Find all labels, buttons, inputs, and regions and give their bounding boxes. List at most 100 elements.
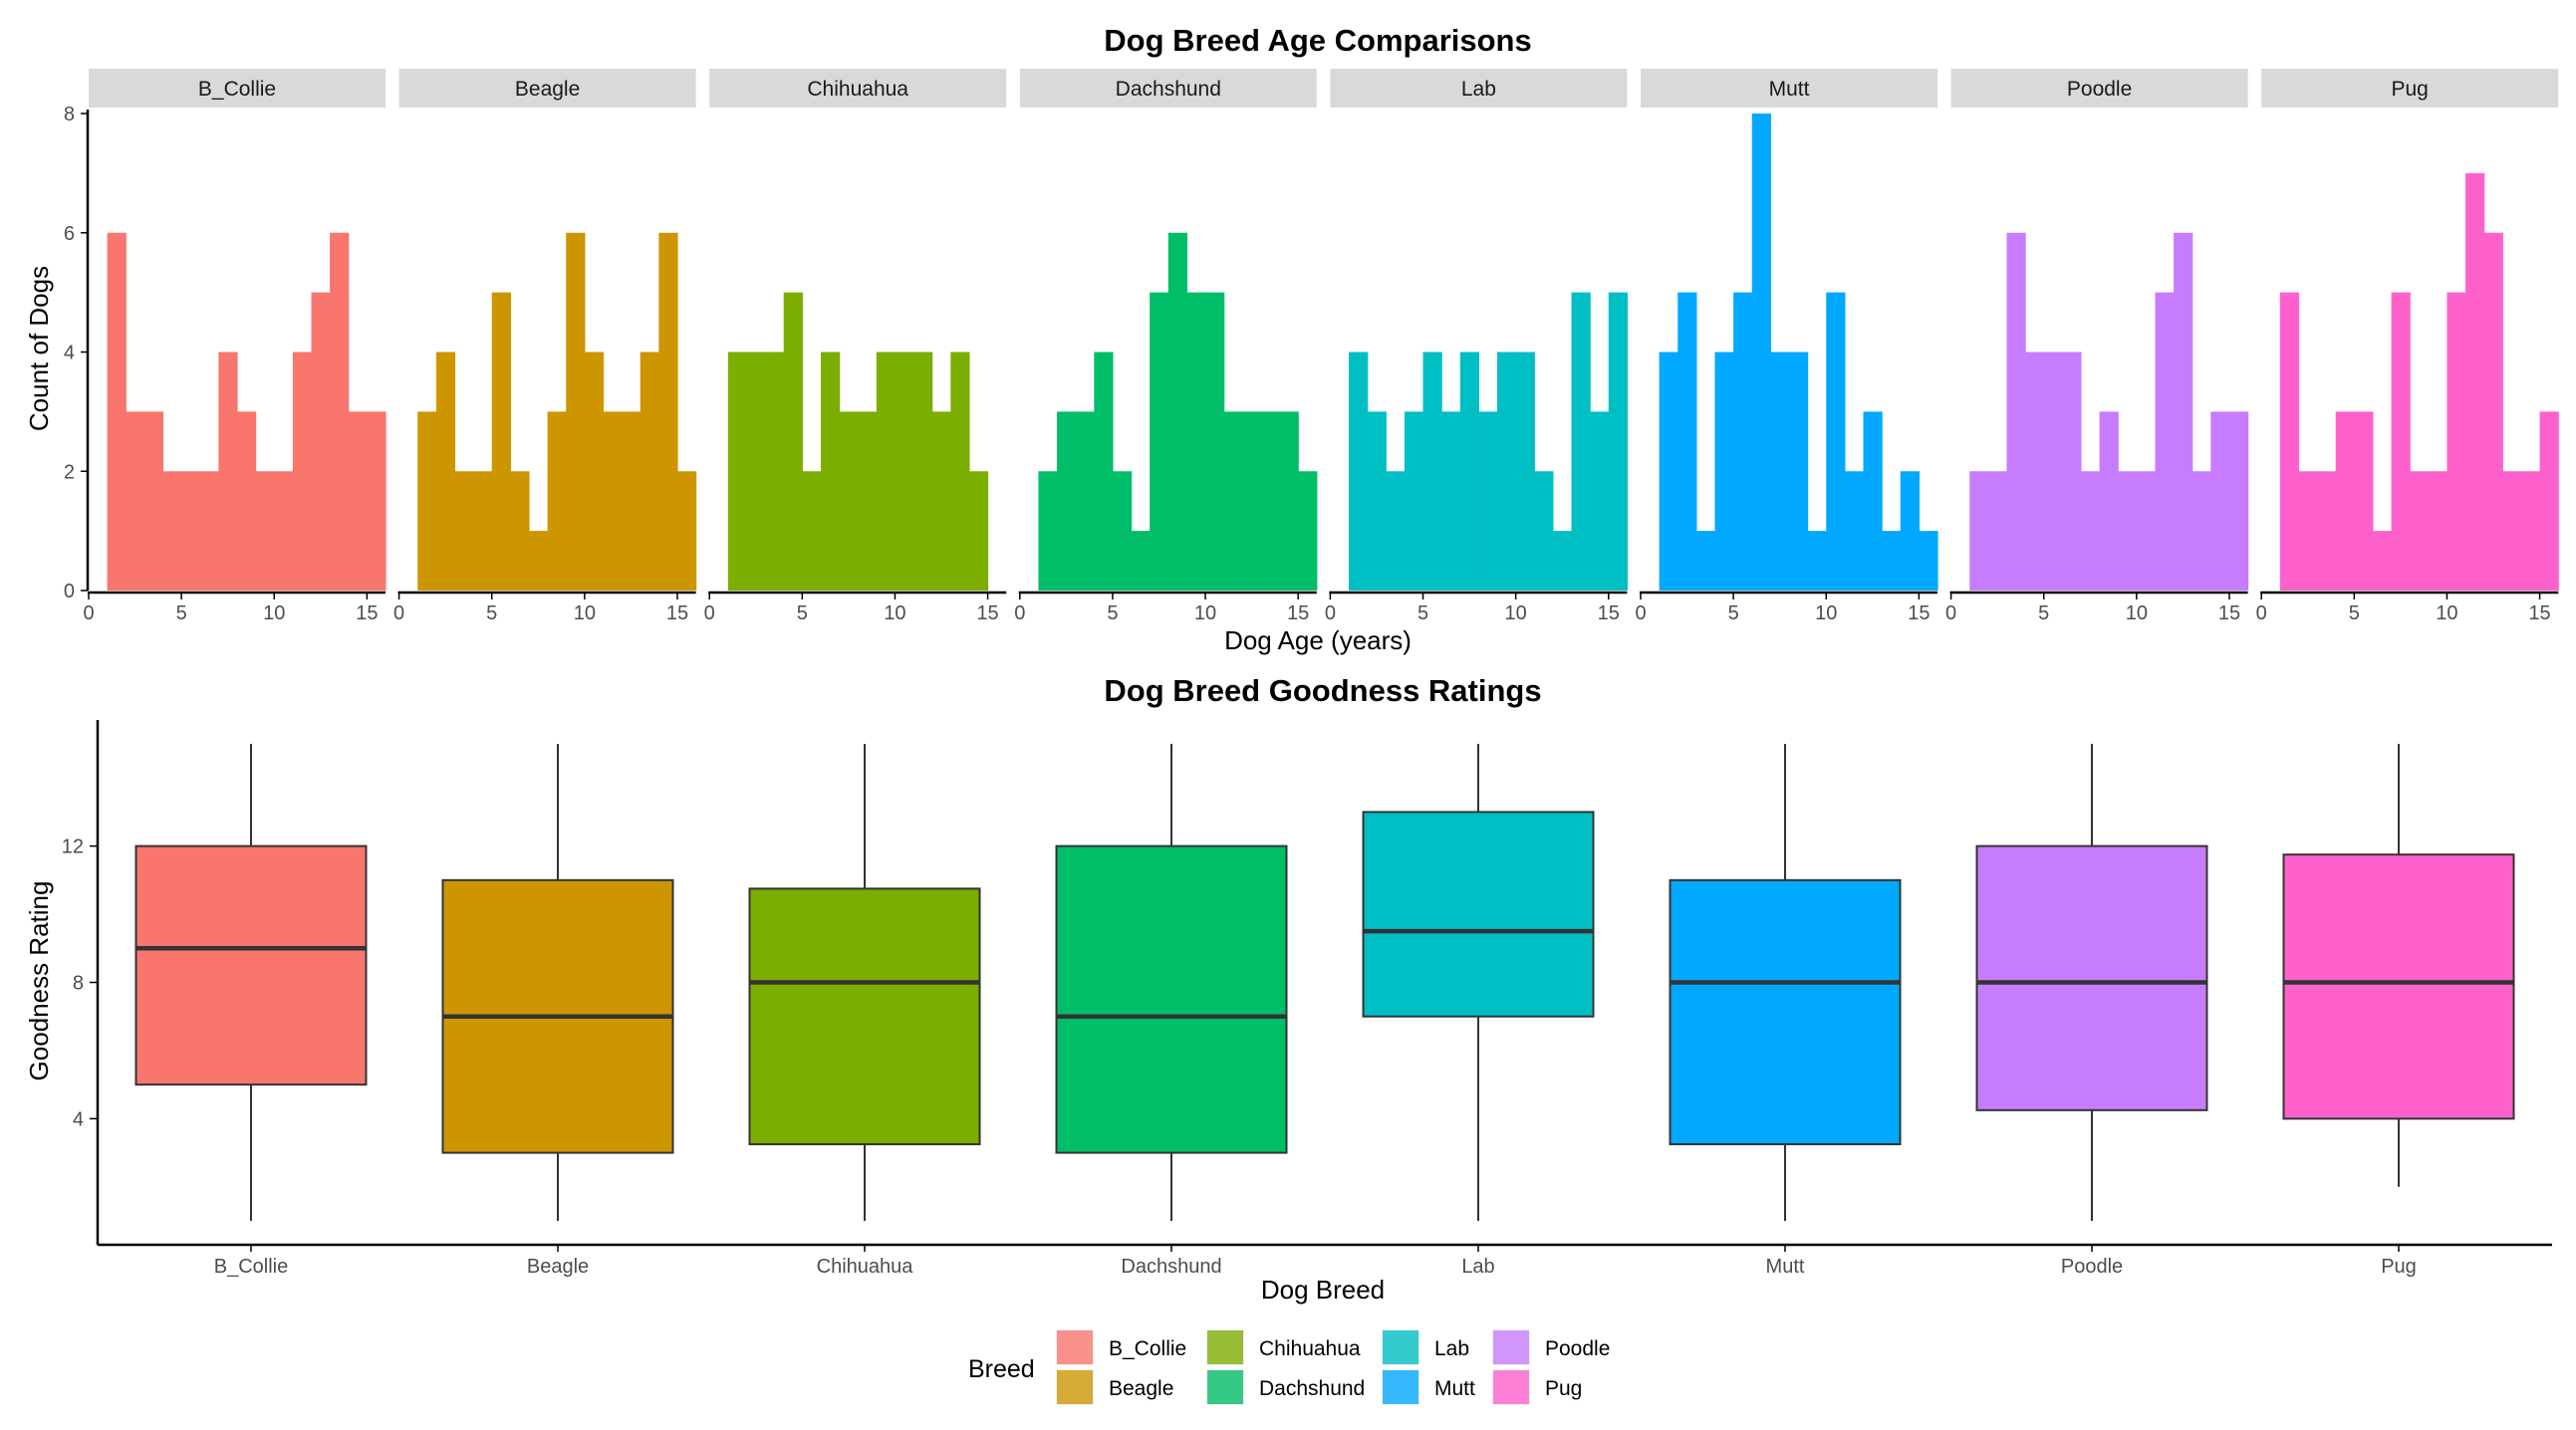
histogram-x-tick-label: 0 xyxy=(2256,602,2267,624)
histogram-x-tick-label: 10 xyxy=(574,602,596,624)
histogram-bar xyxy=(1459,352,1479,591)
histogram-x-tick-label: 5 xyxy=(2349,602,2360,624)
histogram-y-tick-label: 2 xyxy=(64,461,75,483)
histogram-x-tick-label: 10 xyxy=(1194,602,1216,624)
legend: Breed B_Collie Beagle Chihuahua Dachshund La… xyxy=(968,1329,1610,1405)
histogram-bar xyxy=(658,232,678,591)
histogram-y-tick-label: 6 xyxy=(64,223,75,245)
histogram-bar xyxy=(528,531,549,591)
histogram-bar xyxy=(1695,531,1716,591)
histogram-bar xyxy=(746,352,766,591)
histogram-x-tick-label: 0 xyxy=(704,602,715,624)
histogram-x-tick-label: 15 xyxy=(1287,602,1309,624)
histogram-bar xyxy=(1807,531,1827,591)
facet-strip-label: Poodle xyxy=(2067,78,2132,101)
legend-item-label: Poodle xyxy=(1545,1337,1610,1360)
histogram-x-tick-label: 0 xyxy=(1635,602,1646,624)
box-lab: Lab xyxy=(1362,743,1595,1278)
legend-item-beagle: Beagle xyxy=(1056,1369,1173,1405)
legend-item-b-collie: B_Collie xyxy=(1056,1329,1186,1365)
legend-item-mutt: Mutt xyxy=(1382,1369,1475,1405)
histogram-bar xyxy=(1075,411,1095,591)
histogram-bar xyxy=(1770,352,1790,591)
legend-item-dachshund: Dachshund xyxy=(1206,1369,1365,1405)
histogram-bar xyxy=(1131,531,1151,591)
histogram-bar xyxy=(1112,471,1133,591)
histogram-panel-b-collie: B_Collie 0 5 10 15 xyxy=(83,69,386,624)
boxplot-title: Dog Breed Goodness Ratings xyxy=(1104,673,1541,708)
legend-item-poodle: Poodle xyxy=(1492,1329,1610,1365)
facet-strip-label: Lab xyxy=(1461,78,1496,101)
histogram-bar xyxy=(1534,471,1554,591)
facet-strip-label: Mutt xyxy=(1769,78,1810,101)
histogram-bar xyxy=(1422,352,1442,591)
histogram-x-tick-label: 0 xyxy=(1325,602,1336,624)
histogram-bar xyxy=(1882,531,1902,591)
facet-strip-label: Beagle xyxy=(515,78,580,101)
histogram-panel-chihuahua: Chihuahua 0 5 10 15 xyxy=(704,69,1007,624)
histogram-bar xyxy=(1733,292,1753,591)
facet-strip-label: Dachshund xyxy=(1116,78,1221,101)
boxplot-x-tick-label: Beagle xyxy=(527,1256,589,1278)
box-body xyxy=(748,887,981,1146)
histogram-bar xyxy=(2539,411,2559,591)
legend-item-label: Mutt xyxy=(1434,1377,1475,1400)
box-body xyxy=(1669,878,1902,1146)
histogram-bar xyxy=(547,411,567,591)
legend-key-swatch xyxy=(1057,1370,1093,1404)
histogram-bar xyxy=(2410,471,2430,591)
histogram-x-tick-label: 15 xyxy=(1908,602,1930,624)
histogram-bar xyxy=(1751,114,1771,591)
histogram-x-tick-label: 15 xyxy=(356,602,378,624)
histogram-bar xyxy=(2210,411,2230,591)
histogram-bar xyxy=(1094,352,1114,591)
histogram-bar xyxy=(676,471,697,591)
histogram-bar xyxy=(1242,411,1262,591)
histogram-bar xyxy=(876,352,897,591)
histogram-panel-pug: Pug 0 5 10 15 xyxy=(2256,69,2559,624)
legend-item-label: Lab xyxy=(1434,1337,1469,1360)
histogram-bar xyxy=(2080,471,2101,591)
histogram-bar xyxy=(181,471,201,591)
histogram-bar xyxy=(1150,292,1169,591)
histogram-bar xyxy=(1260,411,1281,591)
legend-key-swatch xyxy=(1493,1330,1529,1364)
histogram-bar xyxy=(1987,471,2008,591)
legend-item-label: Dachshund xyxy=(1259,1377,1365,1400)
box-dachshund: Dachshund xyxy=(1055,743,1288,1278)
histogram-bar xyxy=(1919,531,1938,591)
histogram-bar xyxy=(367,411,386,591)
legend-title: Breed xyxy=(968,1355,1035,1383)
histogram-bar xyxy=(839,411,859,591)
legend-key-swatch xyxy=(1057,1330,1093,1364)
boxplot-y-tick-label: 12 xyxy=(62,836,84,858)
histogram-bar xyxy=(274,471,294,591)
box-body xyxy=(2282,853,2515,1120)
histogram-x-tick-label: 5 xyxy=(1417,602,1428,624)
box-body xyxy=(1362,811,1595,1018)
histogram-bar xyxy=(491,292,511,591)
histogram-bar xyxy=(1057,411,1077,591)
histogram-bar xyxy=(2006,232,2026,591)
histogram-x-tick-label: 5 xyxy=(1107,602,1118,624)
legend-item-label: B_Collie xyxy=(1109,1337,1186,1360)
histogram-bar xyxy=(2279,292,2300,591)
histogram-bar xyxy=(2118,471,2138,591)
histogram-bar xyxy=(348,411,368,591)
histogram-bar xyxy=(1167,232,1188,591)
facet-strip xyxy=(1950,69,2248,108)
legend-key-swatch xyxy=(1383,1370,1418,1404)
histogram-bar xyxy=(895,352,914,591)
boxplot-y-tick-label: 8 xyxy=(73,973,84,995)
legend-key-swatch xyxy=(1207,1370,1243,1404)
histogram-bar xyxy=(1279,411,1299,591)
histogram-x-tick-label: 10 xyxy=(2436,602,2457,624)
histogram-bar xyxy=(1608,292,1628,591)
legend-item-label: Pug xyxy=(1545,1377,1582,1400)
boxplot-y-axis-label: Goodness Rating xyxy=(24,881,54,1081)
histogram-x-tick-label: 0 xyxy=(83,602,94,624)
histogram-bar xyxy=(603,411,623,591)
histogram-bar xyxy=(311,292,331,591)
histogram-bar xyxy=(435,352,456,591)
